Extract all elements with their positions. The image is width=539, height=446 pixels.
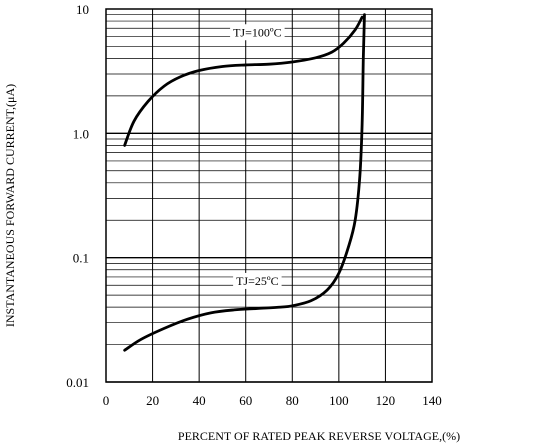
series-line-1: [123, 15, 364, 147]
x-tick-label: 80: [286, 393, 299, 408]
x-axis-title: PERCENT OF RATED PEAK REVERSE VOLTAGE,(%…: [178, 429, 460, 443]
y-axis-title: INSTANTANEOUS FORWARD CURRENT,(μA): [3, 84, 17, 327]
x-tick-label: 60: [239, 393, 252, 408]
plot-frame: [105, 8, 433, 383]
y-tick-label: 10: [76, 2, 89, 17]
x-tick-label: 100: [329, 393, 349, 408]
curve-label-2: TJ=25ºC: [236, 274, 279, 288]
x-tick-label: 0: [103, 393, 110, 408]
y-axis: 0.01 0.1 1.0 10: [66, 2, 89, 390]
x-tick-label: 40: [193, 393, 206, 408]
curve-label-1: TJ=100ºC: [233, 25, 282, 39]
curve-label-bg: [233, 272, 282, 289]
x-tick-label: 20: [146, 393, 159, 408]
y-tick-label: 0.1: [73, 251, 89, 266]
series-line-2: [123, 13, 366, 352]
x-tick-label: 120: [376, 393, 396, 408]
curves: TJ=100ºC TJ=25ºC: [123, 13, 366, 352]
x-axis: 0 20 40 60 80 100 120 140: [103, 393, 442, 408]
x-tick-label: 140: [422, 393, 442, 408]
curve-label-bg: [230, 24, 285, 41]
y-tick-label: 0.01: [66, 375, 89, 390]
y-tick-label: 1.0: [73, 126, 89, 141]
